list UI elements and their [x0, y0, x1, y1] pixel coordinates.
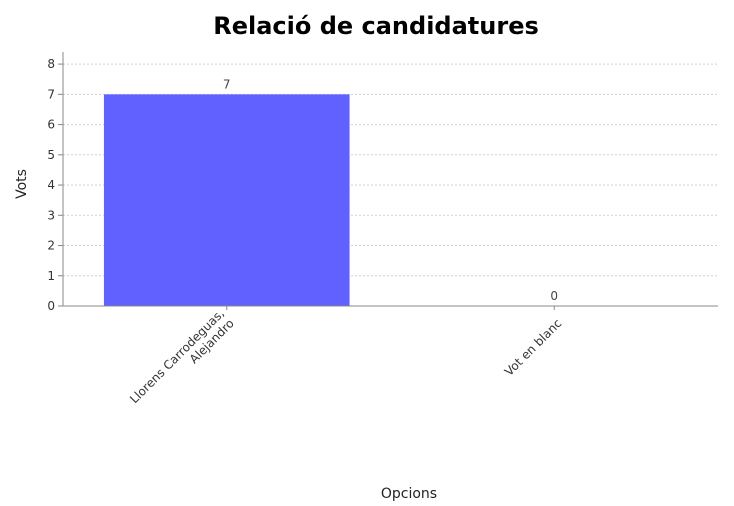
y-tick-label: 3 — [47, 208, 55, 222]
y-tick-label: 0 — [47, 299, 55, 313]
bars — [103, 94, 350, 306]
y-tick-label: 5 — [47, 148, 55, 162]
data-label: 7 — [223, 77, 231, 91]
y-ticks: 0 1 2 3 4 5 6 7 8 — [47, 57, 63, 313]
y-tick-label: 1 — [47, 269, 55, 283]
y-tick-label: 8 — [47, 57, 55, 71]
y-axis-label: Vots — [14, 169, 30, 199]
data-labels: 70 — [223, 77, 558, 303]
bar — [103, 94, 350, 306]
x-axis-label: Opcions — [381, 486, 437, 502]
y-tick-label: 4 — [47, 178, 55, 192]
y-tick-label: 7 — [47, 87, 55, 101]
chart-title: Relació de candidatures — [213, 12, 539, 40]
data-label: 0 — [550, 289, 558, 303]
y-tick-label: 6 — [47, 118, 55, 132]
y-tick-label: 2 — [47, 239, 55, 253]
